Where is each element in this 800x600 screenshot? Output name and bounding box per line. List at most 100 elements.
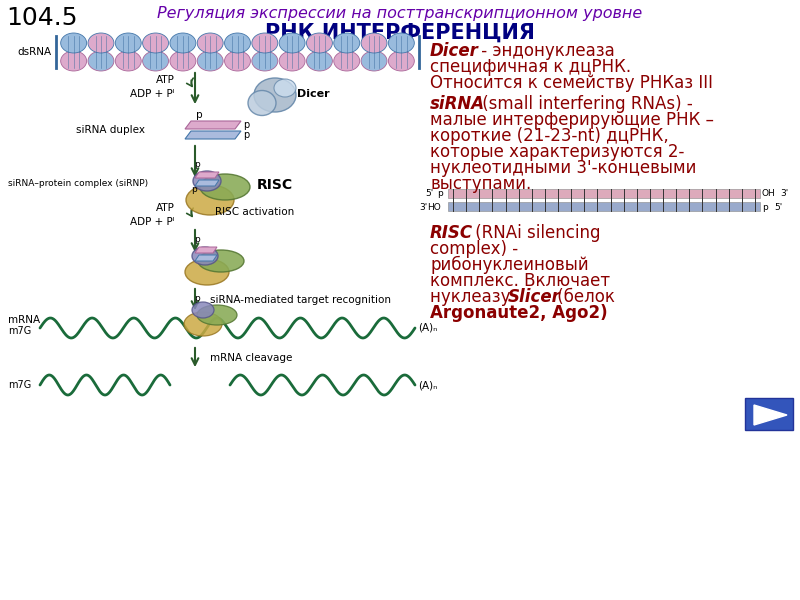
Text: p: p <box>243 120 250 130</box>
Ellipse shape <box>61 33 86 53</box>
Text: m7G: m7G <box>8 380 31 390</box>
Ellipse shape <box>186 185 234 215</box>
Text: Slicer: Slicer <box>508 288 561 306</box>
Polygon shape <box>195 180 219 186</box>
Ellipse shape <box>361 33 387 53</box>
Text: p: p <box>196 110 202 120</box>
Ellipse shape <box>88 51 114 71</box>
Polygon shape <box>195 247 217 253</box>
Ellipse shape <box>115 33 142 53</box>
Ellipse shape <box>361 51 387 71</box>
Polygon shape <box>195 172 219 178</box>
Text: Относится к семейству РНКаз III: Относится к семейству РНКаз III <box>430 74 713 92</box>
Text: p: p <box>243 130 250 140</box>
Text: 5': 5' <box>426 190 434 199</box>
Ellipse shape <box>306 33 332 53</box>
Text: ATP: ATP <box>156 203 175 213</box>
Text: Dicer: Dicer <box>297 89 330 99</box>
Text: p: p <box>191 185 197 193</box>
FancyArrowPatch shape <box>186 78 194 86</box>
Text: (A)ₙ: (A)ₙ <box>418 380 438 390</box>
Ellipse shape <box>388 51 414 71</box>
Text: РНК ИНТЕРФЕРЕНЦИЯ: РНК ИНТЕРФЕРЕНЦИЯ <box>265 23 535 43</box>
Text: p: p <box>194 160 200 169</box>
Ellipse shape <box>252 51 278 71</box>
Bar <box>448 189 760 198</box>
Ellipse shape <box>334 51 360 71</box>
Text: OH: OH <box>762 190 776 199</box>
Text: HO: HO <box>427 203 441 212</box>
Text: 3': 3' <box>780 190 788 199</box>
Ellipse shape <box>225 51 250 71</box>
Ellipse shape <box>248 91 276 115</box>
Ellipse shape <box>192 302 214 318</box>
Text: (RNAi silencing: (RNAi silencing <box>470 224 601 242</box>
Ellipse shape <box>170 33 196 53</box>
Ellipse shape <box>279 51 305 71</box>
Text: dsRNA: dsRNA <box>18 47 52 57</box>
Polygon shape <box>754 405 787 425</box>
Ellipse shape <box>254 78 296 112</box>
Ellipse shape <box>88 33 114 53</box>
Ellipse shape <box>198 33 223 53</box>
Ellipse shape <box>61 51 86 71</box>
Ellipse shape <box>192 247 218 265</box>
Text: p: p <box>194 294 200 303</box>
Text: нуклеотидными 3'-концевыми: нуклеотидными 3'-концевыми <box>430 159 696 177</box>
Ellipse shape <box>198 51 223 71</box>
Ellipse shape <box>197 305 237 325</box>
Ellipse shape <box>170 51 196 71</box>
Text: p: p <box>762 203 768 212</box>
Ellipse shape <box>225 33 250 53</box>
Text: Регуляция экспрессии на посттранскрипционном уровне: Регуляция экспрессии на посттранскрипцио… <box>158 6 642 21</box>
Text: RISC: RISC <box>430 224 473 242</box>
Text: complex) -: complex) - <box>430 240 518 258</box>
Text: mRNA cleavage: mRNA cleavage <box>210 353 292 363</box>
FancyArrowPatch shape <box>186 208 194 217</box>
Text: которые характеризуются 2-: которые характеризуются 2- <box>430 143 684 161</box>
Text: ADP + Pᴵ: ADP + Pᴵ <box>130 217 175 227</box>
Text: рибонуклеиновый: рибонуклеиновый <box>430 256 589 274</box>
Text: 104.5: 104.5 <box>6 6 78 30</box>
Text: p: p <box>438 190 443 199</box>
Text: ATP: ATP <box>156 75 175 85</box>
Text: siRNA: siRNA <box>430 95 485 113</box>
Text: (A)ₙ: (A)ₙ <box>418 323 438 333</box>
Text: нуклеазу: нуклеазу <box>430 288 516 306</box>
Text: выступами.: выступами. <box>430 175 531 193</box>
Text: RISC activation: RISC activation <box>215 207 294 217</box>
Ellipse shape <box>115 51 142 71</box>
Ellipse shape <box>200 174 250 200</box>
Bar <box>745 398 793 430</box>
Polygon shape <box>185 131 241 139</box>
Text: siRNA duplex: siRNA duplex <box>76 125 145 135</box>
Text: RISC: RISC <box>257 178 293 192</box>
Ellipse shape <box>185 259 229 285</box>
Text: m7G: m7G <box>8 326 31 336</box>
Text: p: p <box>194 235 200 244</box>
Text: siRNA–protein complex (siRNP): siRNA–protein complex (siRNP) <box>8 179 148 187</box>
Text: 3': 3' <box>420 203 428 212</box>
Ellipse shape <box>193 171 221 191</box>
Text: mRNA: mRNA <box>8 315 40 325</box>
Polygon shape <box>195 255 217 261</box>
Text: 5': 5' <box>774 203 782 212</box>
Text: специфичная к дцРНК.: специфичная к дцРНК. <box>430 58 631 76</box>
Text: короткие (21-23-nt) дцРНК,: короткие (21-23-nt) дцРНК, <box>430 127 669 145</box>
Ellipse shape <box>334 33 360 53</box>
Ellipse shape <box>142 33 169 53</box>
Ellipse shape <box>279 33 305 53</box>
Ellipse shape <box>274 79 296 97</box>
Text: siRNA-mediated target recognition: siRNA-mediated target recognition <box>210 295 391 305</box>
Ellipse shape <box>142 51 169 71</box>
Text: (белок: (белок <box>552 288 615 306</box>
Ellipse shape <box>184 312 222 336</box>
Text: Argonaute2, Ago2): Argonaute2, Ago2) <box>430 304 608 322</box>
Ellipse shape <box>198 250 244 272</box>
Text: ADP + Pᴵ: ADP + Pᴵ <box>130 89 175 99</box>
Text: комплекс. Включает: комплекс. Включает <box>430 272 610 290</box>
Text: Dicer: Dicer <box>430 42 479 60</box>
Text: - эндонуклеаза: - эндонуклеаза <box>476 42 614 60</box>
Ellipse shape <box>306 51 332 71</box>
Text: (small interfering RNAs) -: (small interfering RNAs) - <box>477 95 693 113</box>
